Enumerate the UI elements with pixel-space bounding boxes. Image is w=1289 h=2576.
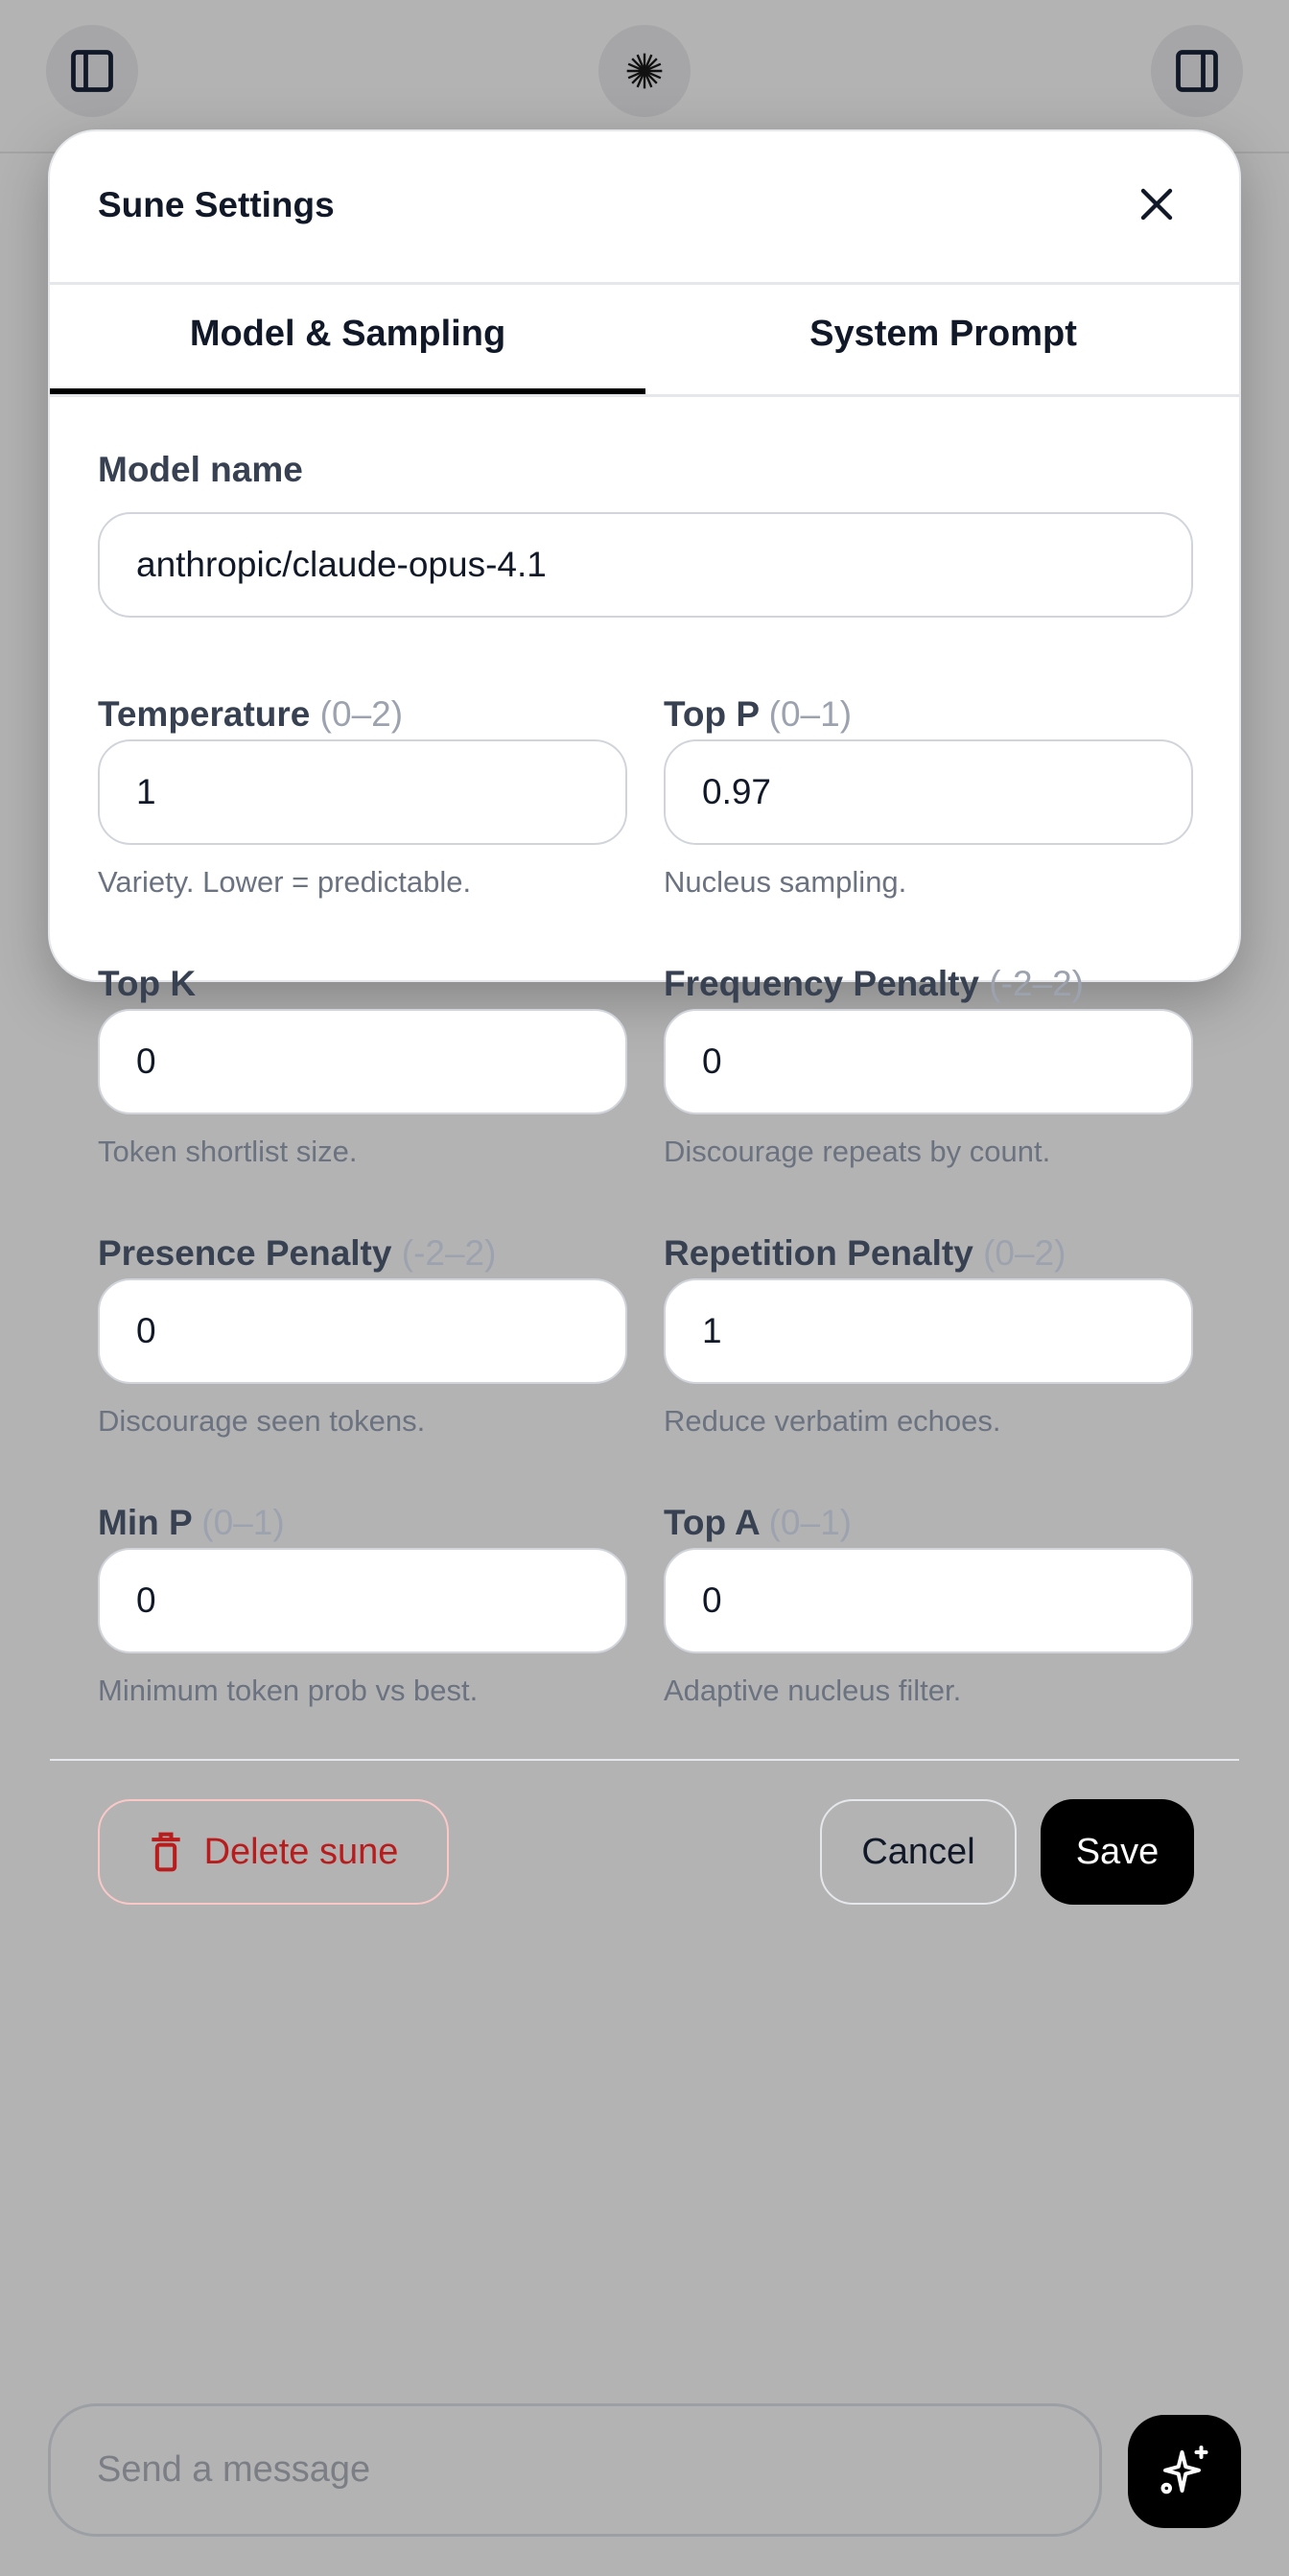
toggle-right-sidebar-button[interactable] [1151, 25, 1243, 117]
top-p-label: Top P (0–1) [664, 694, 852, 735]
trash-icon [151, 1832, 180, 1872]
presence-penalty-input[interactable]: 0 [98, 1278, 627, 1384]
repetition-penalty-label-text: Repetition Penalty [664, 1233, 973, 1273]
tab-model-sampling[interactable]: Model & Sampling [50, 310, 645, 394]
temperature-help: Variety. Lower = predictable. [98, 865, 472, 899]
save-button[interactable]: Save [1041, 1799, 1194, 1905]
frequency-penalty-help: Discourage repeats by count. [664, 1135, 1051, 1168]
cancel-button[interactable]: Cancel [820, 1799, 1017, 1905]
sparkles-icon [1160, 2446, 1208, 2494]
min-p-label-text: Min P [98, 1503, 192, 1542]
repetition-penalty-help: Reduce verbatim echoes. [664, 1404, 1001, 1438]
temperature-input[interactable]: 1 [98, 739, 627, 845]
top-p-label-text: Top P [664, 694, 760, 734]
top-p-help: Nucleus sampling. [664, 865, 907, 899]
delete-label: Delete sune [203, 1831, 399, 1872]
tabs-divider [50, 394, 1239, 397]
presence-penalty-label: Presence Penalty (-2–2) [98, 1233, 496, 1274]
sidebar-right-icon [1176, 50, 1218, 92]
frequency-penalty-label-text: Frequency Penalty [664, 964, 980, 1003]
presence-penalty-help: Discourage seen tokens. [98, 1404, 426, 1438]
top-a-help: Adaptive nucleus filter. [664, 1674, 962, 1707]
model-name-input[interactable] [98, 512, 1193, 618]
repetition-penalty-range: (0–2) [983, 1233, 1066, 1273]
tab-system-prompt[interactable]: System Prompt [809, 314, 1077, 354]
delete-sune-button[interactable]: Delete sune [98, 1799, 449, 1905]
top-k-help: Token shortlist size. [98, 1135, 358, 1168]
top-k-input[interactable]: 0 [98, 1009, 627, 1114]
message-input[interactable] [48, 2403, 1102, 2537]
min-p-help: Minimum token prob vs best. [98, 1674, 479, 1707]
model-name-label: Model name [98, 450, 303, 489]
temperature-range: (0–2) [319, 694, 404, 734]
settings-modal: Sune Settings Model & Sampling System Pr… [48, 129, 1241, 1905]
presence-penalty-label-text: Presence Penalty [98, 1233, 392, 1273]
modal-title: Sune Settings [98, 185, 335, 224]
footer-divider [50, 1759, 1239, 1761]
sune-logo-button[interactable] [598, 25, 691, 117]
temperature-label-text: Temperature [98, 694, 311, 734]
frequency-penalty-range: (-2–2) [989, 964, 1084, 1003]
top-k-label-text: Top K [98, 964, 197, 1003]
send-button[interactable] [1128, 2415, 1241, 2528]
min-p-input[interactable]: 0 [98, 1548, 627, 1653]
top-a-range: (0–1) [768, 1503, 852, 1542]
sune-burst-icon [626, 53, 663, 89]
top-a-label: Top A (0–1) [664, 1503, 852, 1543]
header-divider [50, 282, 1239, 285]
repetition-penalty-label: Repetition Penalty (0–2) [664, 1233, 1066, 1274]
presence-penalty-range: (-2–2) [401, 1233, 497, 1273]
min-p-label: Min P (0–1) [98, 1503, 285, 1543]
close-icon[interactable] [1134, 181, 1180, 227]
top-bar [0, 0, 1289, 153]
sidebar-left-icon [71, 50, 113, 92]
top-k-label: Top K [98, 964, 196, 1004]
repetition-penalty-input[interactable]: 1 [664, 1278, 1193, 1384]
toggle-left-sidebar-button[interactable] [46, 25, 138, 117]
top-a-label-text: Top A [664, 1503, 760, 1542]
frequency-penalty-input[interactable]: 0 [664, 1009, 1193, 1114]
min-p-range: (0–1) [201, 1503, 285, 1542]
top-p-input[interactable]: 0.97 [664, 739, 1193, 845]
top-a-input[interactable]: 0 [664, 1548, 1193, 1653]
temperature-label: Temperature (0–2) [98, 694, 403, 735]
frequency-penalty-label: Frequency Penalty (-2–2) [664, 964, 1084, 1004]
top-p-range: (0–1) [768, 694, 853, 734]
